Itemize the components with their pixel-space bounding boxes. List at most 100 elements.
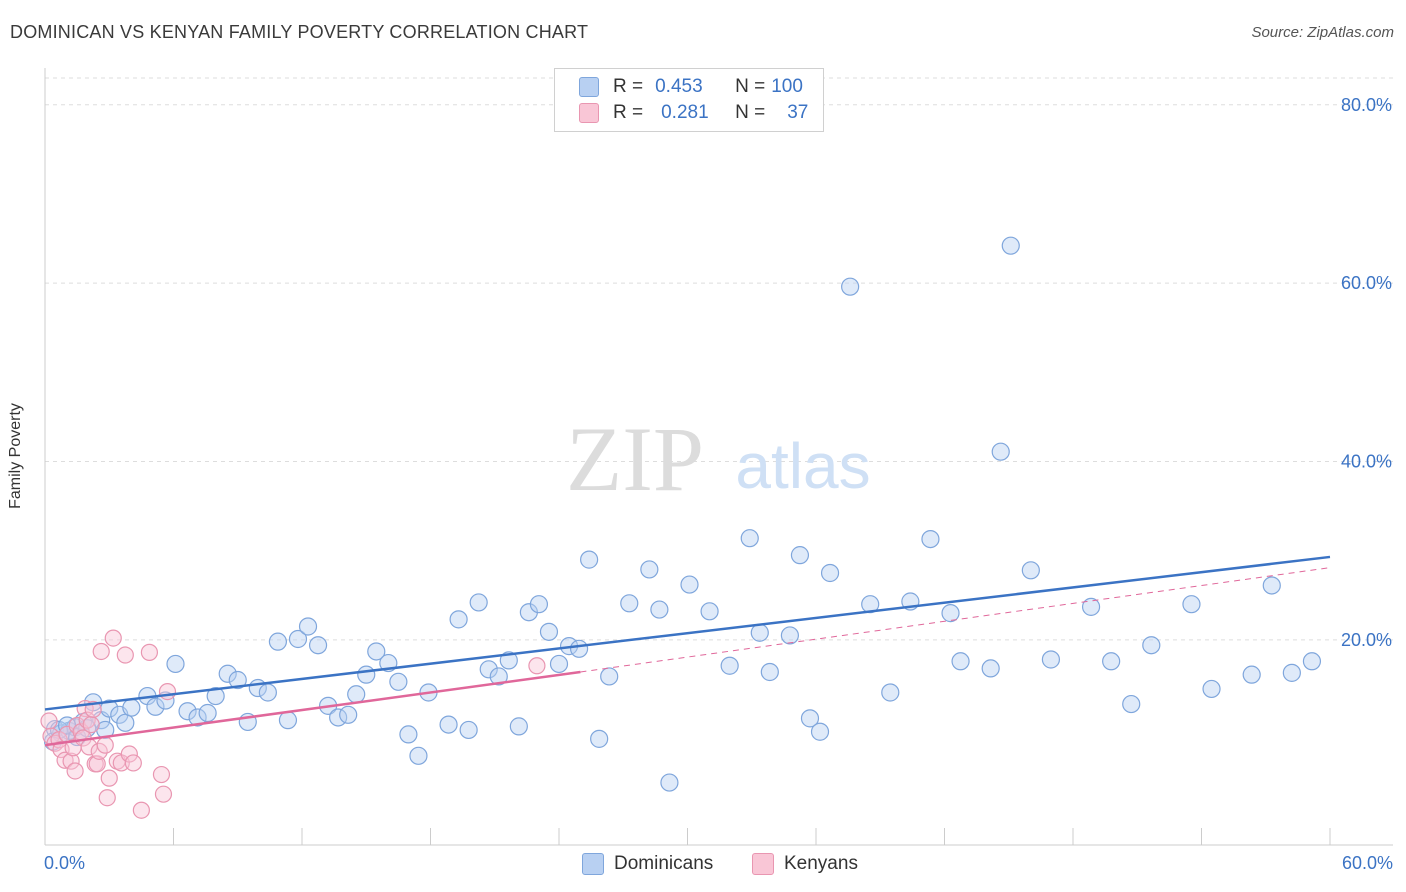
- dominican-point: [660, 773, 679, 792]
- dominican-point: [640, 560, 659, 579]
- dominican-point: [166, 654, 185, 674]
- dominican-point: [700, 602, 719, 621]
- kenyan-point: [528, 657, 546, 675]
- dominican-point: [1102, 652, 1121, 671]
- kenyan-point: [56, 751, 74, 769]
- dominican-point: [116, 713, 135, 732]
- kenyan-point: [98, 789, 116, 807]
- dominican-point: [459, 720, 478, 740]
- legend-n-value-dominicans: 100: [771, 76, 803, 97]
- kenyan-point: [120, 745, 138, 763]
- dominican-point: [178, 702, 197, 721]
- dominican-point: [951, 652, 970, 671]
- kenyan-point: [90, 742, 108, 760]
- dominican-point: [449, 610, 468, 629]
- dominican-point: [680, 575, 699, 594]
- legend-swatch-kenyans: [579, 103, 599, 123]
- dominican-point: [357, 665, 376, 684]
- dominican-point: [206, 686, 225, 706]
- dominican-point: [399, 725, 418, 744]
- legend-row-kenyans: R = 0.281 N = 37: [579, 101, 808, 125]
- dominican-point: [1302, 652, 1322, 671]
- watermark-atlas: atlas: [735, 430, 870, 502]
- dominican-point: [760, 662, 779, 682]
- dominican-point: [188, 708, 207, 727]
- dominicans-trend-line: [44, 555, 1331, 711]
- kenyan-point: [124, 754, 142, 772]
- dominican-point: [1142, 636, 1161, 655]
- kenyan-point: [100, 769, 118, 787]
- dominican-point: [1262, 576, 1281, 595]
- dominican-point: [278, 711, 298, 730]
- watermark-zip: ZIP: [566, 408, 704, 510]
- dominican-point: [367, 642, 386, 661]
- dominican-point: [750, 623, 769, 642]
- kenyan-point: [154, 785, 173, 803]
- dominican-point: [790, 546, 810, 565]
- dominican-point: [740, 529, 759, 548]
- dominican-point: [479, 660, 498, 679]
- dominican-point: [1242, 665, 1261, 684]
- dominican-point: [347, 685, 366, 704]
- dominican-point: [268, 632, 288, 651]
- dominican-point: [1001, 236, 1020, 255]
- dominican-point: [841, 277, 860, 296]
- legend-row-dominicans: R = 0.453 N = 100: [579, 75, 803, 99]
- dominican-point: [389, 672, 408, 691]
- bottom-legend-kenyans[interactable]: Kenyans: [752, 852, 858, 876]
- legend-n-label: N =: [735, 102, 766, 123]
- legend-r-value-dominicans: 0.453: [655, 76, 703, 97]
- bottom-legend-dominicans[interactable]: Dominicans: [582, 852, 713, 876]
- dominican-point: [1202, 679, 1221, 699]
- trend-layer: [44, 555, 1331, 747]
- dominican-point: [1122, 694, 1141, 714]
- dominican-point: [881, 683, 900, 702]
- dominican-point: [569, 639, 589, 658]
- dominican-point: [198, 703, 217, 723]
- chart-title: DOMINICAN VS KENYAN FAMILY POVERTY CORRE…: [10, 22, 589, 42]
- dominican-point: [1182, 595, 1201, 614]
- y-tick-label: 80.0%: [1341, 95, 1392, 115]
- axes-layer: [44, 68, 1393, 846]
- legend-swatch-kenyans: [752, 853, 774, 875]
- dominican-point: [800, 709, 820, 728]
- legend-r-value-kenyans: 0.281: [661, 102, 709, 123]
- dominican-point: [650, 600, 669, 619]
- kenyan-point: [82, 715, 100, 734]
- legend-n-label: N =: [735, 76, 766, 97]
- dominican-point: [580, 550, 599, 569]
- dominican-point: [991, 442, 1010, 461]
- x-tick-label: 0.0%: [44, 853, 85, 873]
- dominican-point: [600, 667, 619, 686]
- dominican-point: [921, 529, 940, 549]
- dominican-point: [539, 622, 559, 641]
- kenyan-point: [152, 765, 171, 784]
- y-tick-label: 20.0%: [1341, 630, 1392, 650]
- kenyan-point: [96, 736, 114, 754]
- dominican-point: [590, 729, 609, 748]
- correlation-legend: R = 0.453 N = 100 R = 0.281 N = 37: [554, 68, 824, 132]
- source-label: Source: ZipAtlas.com: [1251, 24, 1394, 41]
- dominican-point: [981, 659, 1000, 678]
- grid-layer: [45, 77, 1393, 641]
- kenyan-point: [132, 801, 150, 819]
- kenyan-point: [62, 752, 80, 770]
- legend-label-kenyans: Kenyans: [784, 853, 858, 874]
- dominican-point: [489, 667, 508, 686]
- labels-layer: 20.0% 40.0% 60.0% 80.0% 0.0% 60.0%: [44, 95, 1393, 873]
- dominican-point: [469, 593, 488, 612]
- dominican-point: [941, 604, 960, 623]
- legend-swatch-dominicans: [582, 853, 604, 875]
- kenyan-point: [104, 629, 122, 647]
- dominican-point: [780, 626, 799, 645]
- kenyan-point: [88, 755, 106, 773]
- kenyan-point: [66, 762, 84, 780]
- kenyan-point: [116, 646, 134, 664]
- kenyan-point: [158, 682, 177, 701]
- dominican-point: [1021, 561, 1040, 580]
- legend-r-label: R =: [613, 76, 644, 97]
- y-tick-label: 60.0%: [1341, 273, 1392, 293]
- dominican-point: [620, 594, 639, 613]
- dominican-point: [509, 717, 528, 736]
